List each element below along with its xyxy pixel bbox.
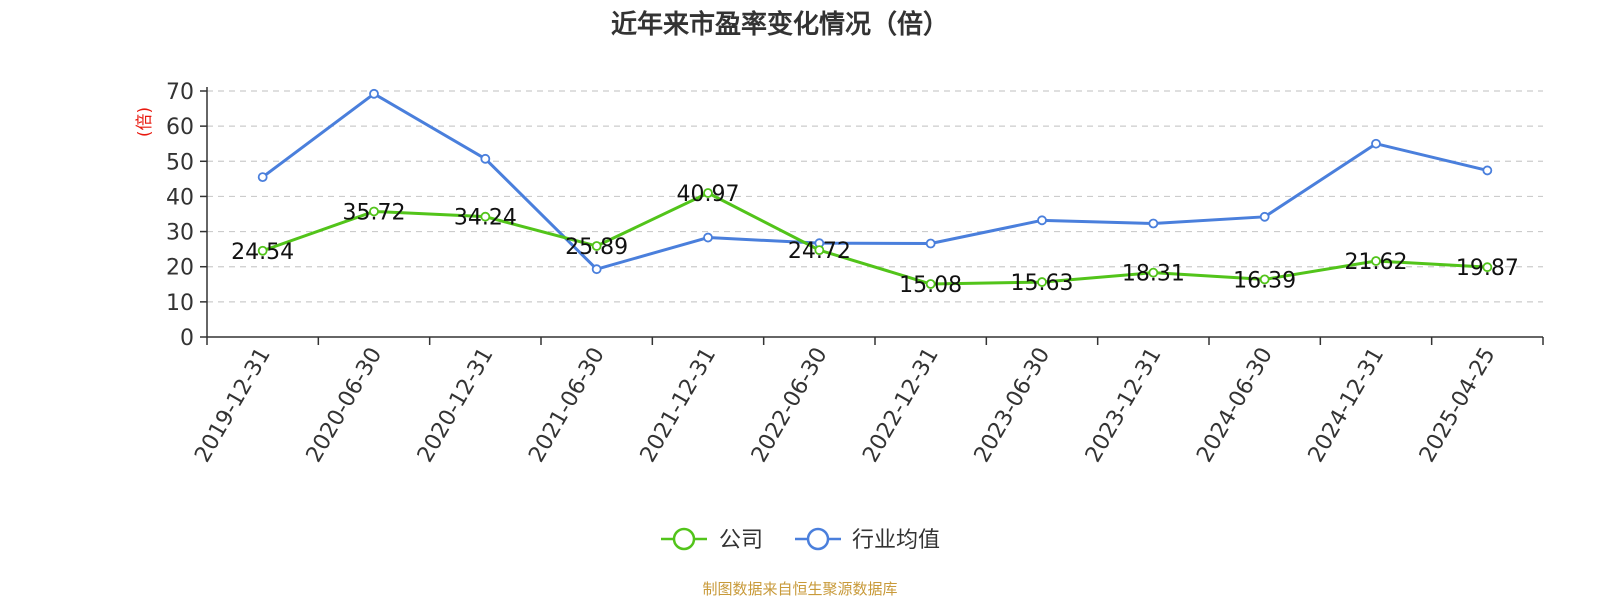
y-tick-label: 0 [180, 326, 194, 351]
x-tick-label: 2024-06-30 [1192, 344, 1278, 467]
x-tick-label: 2023-12-31 [1081, 344, 1167, 467]
data-label: 16.39 [1233, 268, 1296, 293]
data-source-note: 制图数据来自恒生聚源数据库 [702, 580, 897, 598]
y-tick-label: 60 [166, 115, 194, 140]
x-tick-label: 2024-12-31 [1304, 344, 1390, 467]
x-tick-label: 2025-04-25 [1415, 344, 1501, 467]
series-0-point[interactable] [480, 211, 491, 222]
x-tick-label: 2022-06-30 [747, 344, 833, 467]
series-lines [257, 88, 1493, 289]
legend-item-industry-average[interactable]: 行业均值 [795, 527, 940, 553]
data-label: 15.08 [899, 273, 962, 298]
series-0-point[interactable] [1148, 267, 1159, 278]
series-0-point[interactable] [369, 206, 379, 217]
series-1-point[interactable] [591, 264, 602, 275]
series-0-point[interactable] [1371, 256, 1381, 266]
grid-lines [207, 90, 1543, 303]
data-label: 19.87 [1456, 256, 1519, 281]
x-tick-label: 2019-12-31 [190, 344, 276, 467]
data-label: 35.72 [343, 200, 406, 225]
series-1-point[interactable] [480, 153, 491, 164]
legend-industry-average-marker [806, 527, 830, 551]
data-label: 25.89 [565, 235, 628, 260]
series-1-point[interactable] [1148, 218, 1159, 229]
chart-title: 近年来市盈率变化情况（倍） [611, 9, 949, 40]
legend-company-marker [672, 527, 696, 551]
y-tick-label: 10 [166, 291, 194, 316]
series-0-point[interactable] [703, 188, 713, 198]
x-tick-label: 2021-12-31 [636, 344, 722, 467]
data-label: 24.72 [788, 239, 851, 264]
legend-item-company[interactable]: 公司 [661, 527, 763, 553]
axes: 0 10 20 30 40 50 60 70 2019-12-31 2020-06-30 2020-… [166, 80, 1544, 467]
series-0-point[interactable] [257, 245, 268, 256]
series-1-point[interactable] [925, 238, 936, 249]
series-1-point[interactable] [1259, 211, 1270, 222]
y-axis-label: (倍) [135, 107, 155, 137]
x-tick-label: 2023-06-30 [970, 344, 1056, 467]
series-0-point[interactable] [1037, 277, 1047, 287]
y-tick-label: 70 [166, 80, 194, 105]
x-tick-label: 2022-12-31 [858, 344, 944, 467]
series-1-point[interactable] [1037, 215, 1047, 226]
x-tick-label: 2020-06-30 [302, 344, 388, 467]
x-tick-label: 2020-12-31 [413, 344, 499, 467]
series-1-point[interactable] [703, 232, 713, 243]
data-label: 34.24 [454, 206, 517, 231]
data-label: 15.63 [1011, 271, 1074, 296]
series-0-point[interactable] [1259, 274, 1270, 285]
data-labels: 24.54 35.72 34.24 25.89 40.97 24.72 15.08 15.63… [231, 182, 1519, 298]
series-1-point[interactable] [1371, 138, 1381, 149]
data-label: 40.97 [677, 182, 740, 207]
y-tick-label: 50 [166, 150, 194, 175]
legend: 公司 行业均值 [661, 527, 940, 553]
series-0-point[interactable] [1482, 262, 1493, 273]
data-label: 18.31 [1122, 262, 1185, 287]
legend-company-label: 公司 [719, 528, 763, 553]
series-line-1 [261, 92, 1488, 271]
series-0-point[interactable] [814, 245, 825, 256]
series-line-0 [262, 191, 1488, 286]
series-0-point[interactable] [591, 241, 602, 251]
y-tick-label: 20 [166, 256, 194, 281]
series-1-point[interactable] [257, 172, 268, 183]
y-tick-label: 30 [166, 221, 194, 246]
data-label: 24.54 [231, 240, 294, 265]
series-1-point[interactable] [369, 88, 379, 99]
series-1-point[interactable] [1482, 165, 1493, 176]
legend-industry-average-label: 行业均值 [852, 528, 940, 553]
data-label: 21.62 [1345, 250, 1408, 275]
series-0-point[interactable] [925, 279, 936, 289]
y-tick-label: 40 [166, 185, 194, 210]
x-tick-label: 2021-06-30 [524, 344, 610, 467]
